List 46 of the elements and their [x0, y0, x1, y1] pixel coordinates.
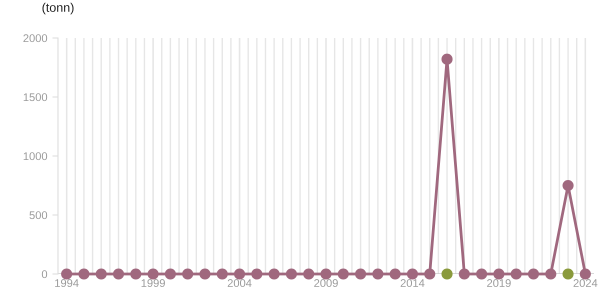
point	[216, 268, 228, 280]
point	[476, 268, 488, 280]
point	[424, 268, 436, 280]
point	[61, 268, 72, 280]
point	[112, 268, 124, 280]
point	[545, 268, 556, 280]
point	[148, 268, 159, 280]
point	[182, 268, 194, 280]
point	[406, 268, 418, 280]
x-tick-label: 2014	[400, 279, 424, 288]
point	[96, 268, 107, 280]
point	[458, 268, 470, 280]
y-axis-title: (tonn)	[42, 2, 74, 14]
point	[580, 268, 591, 280]
point	[164, 268, 176, 280]
x-tick-label: 2024	[574, 279, 598, 288]
point	[510, 268, 522, 280]
y-tick-label: 500	[29, 211, 48, 220]
point	[78, 268, 90, 280]
y-tick-label: 1500	[24, 93, 48, 102]
x-tick-label: 1994	[55, 279, 79, 288]
point	[441, 268, 453, 280]
y-tick-label: 0	[42, 270, 48, 278]
point	[234, 268, 246, 280]
x-tick-label: 2009	[314, 279, 338, 288]
point	[372, 268, 384, 280]
y-tick-label: 1000	[24, 152, 48, 160]
x-tick-label: 2004	[228, 279, 252, 288]
point	[303, 268, 314, 280]
point	[130, 268, 142, 280]
point	[199, 268, 211, 280]
point	[562, 180, 574, 192]
point	[251, 268, 262, 280]
y-tick-label: 2000	[23, 34, 48, 42]
point	[441, 54, 453, 65]
point	[493, 268, 504, 280]
point	[562, 268, 574, 280]
x-tick-label: 2019	[487, 279, 511, 288]
x-tick-label: 1999	[142, 279, 165, 288]
point	[355, 268, 366, 280]
point	[528, 268, 540, 280]
point	[320, 268, 332, 280]
point	[286, 268, 297, 280]
point	[338, 268, 349, 280]
point	[268, 268, 280, 280]
point	[390, 268, 401, 280]
